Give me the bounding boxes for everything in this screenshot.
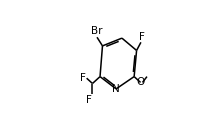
Text: F: F xyxy=(80,73,86,83)
Text: O: O xyxy=(136,77,145,87)
Text: N: N xyxy=(112,84,120,94)
Text: F: F xyxy=(85,95,91,105)
Text: F: F xyxy=(138,32,144,42)
Text: Br: Br xyxy=(91,26,102,36)
